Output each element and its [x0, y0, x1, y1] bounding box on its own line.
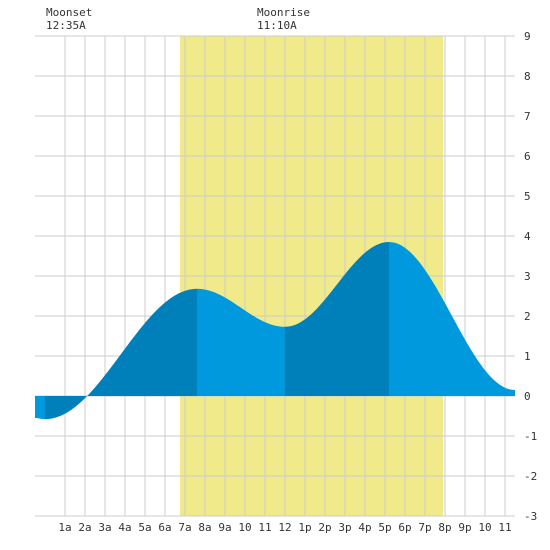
- x-tick-label: 5a: [138, 521, 151, 534]
- x-tick-label: 9p: [458, 521, 471, 534]
- y-tick-label: -3: [524, 510, 537, 523]
- y-tick-label: 7: [524, 110, 531, 123]
- x-tick-label: 12: [278, 521, 291, 534]
- x-tick-label: 8a: [198, 521, 211, 534]
- x-tick-label: 8p: [438, 521, 451, 534]
- x-tick-label: 3a: [98, 521, 111, 534]
- y-tick-label: 8: [524, 70, 531, 83]
- x-tick-label: 11: [498, 521, 511, 534]
- tide-segment-falling: [197, 288, 285, 396]
- x-tick-label: 7a: [178, 521, 191, 534]
- y-tick-label: -2: [524, 470, 537, 483]
- moonrise-label: Moonrise: [257, 6, 310, 19]
- tide-segment-falling: [389, 242, 515, 396]
- x-tick-label: 7p: [418, 521, 431, 534]
- y-tick-label: 3: [524, 270, 531, 283]
- x-tick-label: 1a: [58, 521, 71, 534]
- y-tick-label: 0: [524, 390, 531, 403]
- x-tick-label: 10: [238, 521, 251, 534]
- x-tick-label: 4a: [118, 521, 131, 534]
- moonrise-time: 11:10A: [257, 19, 297, 32]
- x-tick-label: 6p: [398, 521, 411, 534]
- y-tick-label: 1: [524, 350, 531, 363]
- y-tick-label: 6: [524, 150, 531, 163]
- x-tick-label: 3p: [338, 521, 351, 534]
- y-tick-label: 2: [524, 310, 531, 323]
- tide-segment-rising: [45, 288, 197, 420]
- x-tick-label: 11: [258, 521, 271, 534]
- y-tick-label: 9: [524, 30, 531, 43]
- x-tick-label: 10: [478, 521, 491, 534]
- x-tick-label: 5p: [378, 521, 391, 534]
- x-tick-label: 1p: [298, 521, 311, 534]
- x-tick-label: 2p: [318, 521, 331, 534]
- x-tick-label: 4p: [358, 521, 371, 534]
- tide-segment-falling: [35, 396, 45, 420]
- y-tick-label: -1: [524, 430, 537, 443]
- tide-segment-rising: [285, 242, 389, 396]
- y-tick-label: 5: [524, 190, 531, 203]
- y-tick-label: 4: [524, 230, 531, 243]
- moonset-label: Moonset: [46, 6, 92, 19]
- x-tick-label: 6a: [158, 521, 171, 534]
- x-tick-label: 9a: [218, 521, 231, 534]
- moonset-time: 12:35A: [46, 19, 86, 32]
- x-tick-label: 2a: [78, 521, 91, 534]
